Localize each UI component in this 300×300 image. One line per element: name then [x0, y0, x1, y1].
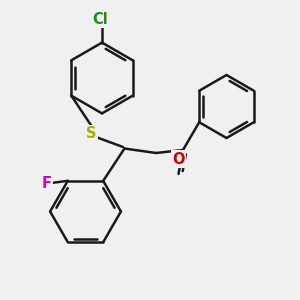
Text: Cl: Cl: [93, 12, 108, 27]
Text: S: S: [86, 126, 97, 141]
Text: F: F: [41, 176, 52, 190]
Text: O: O: [172, 152, 185, 166]
